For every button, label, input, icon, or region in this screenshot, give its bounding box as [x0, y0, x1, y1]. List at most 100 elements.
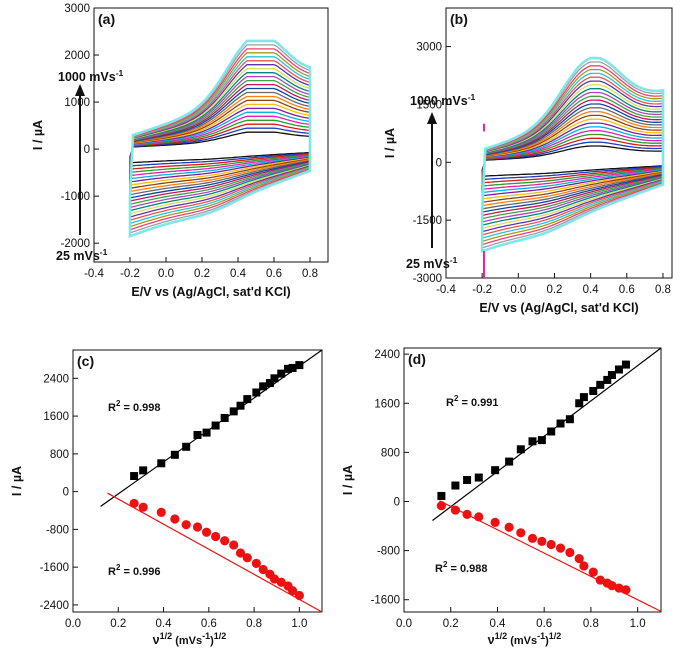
y-tick-label: 0 [84, 144, 90, 156]
anodic-point [528, 437, 537, 446]
y-tick-label: 800 [50, 449, 69, 461]
y-tick-label: 1600 [374, 398, 400, 410]
r2-value: = 0.998 [120, 402, 160, 414]
cathodic-point [504, 522, 514, 532]
x-label-sup: 1/2 [160, 631, 173, 641]
y-axis-label: I / µA [10, 466, 24, 496]
cathodic-point [527, 533, 538, 543]
cathodic-fit-line [439, 500, 662, 612]
cathodic-point [294, 590, 304, 601]
y-tick-label: -2000 [61, 238, 90, 250]
r2-sup: 2 [454, 394, 459, 403]
anodic-point [575, 399, 584, 408]
cathodic-point [211, 531, 221, 542]
cathodic-point [555, 543, 566, 553]
x-label-part: ) [210, 635, 214, 647]
y-tick-label: 3000 [416, 42, 442, 54]
x-label-part: ) [545, 635, 549, 647]
x-label-sup: -1 [537, 631, 545, 641]
anodic-r2-label: R2 = 0.991 [446, 394, 498, 409]
arrow-head [427, 112, 437, 124]
anodic-point [139, 466, 148, 475]
scan-rate-low-label: 25 mVs-1 [56, 247, 108, 263]
cathodic-point [614, 583, 624, 593]
cathodic-r2-label: R2 = 0.996 [108, 563, 160, 578]
x-tick-label: 0.2 [110, 618, 126, 630]
anodic-point [463, 476, 472, 484]
x-tick-label: 0.6 [266, 268, 282, 280]
x-label-part: (mVs [172, 635, 202, 647]
anodic-point [295, 361, 304, 370]
x-tick-label: 0.2 [443, 618, 459, 630]
anodic-point [211, 421, 220, 430]
anodic-fit-line [432, 347, 662, 521]
scan-rate-low-label: 25 mVs-1 [406, 255, 458, 271]
panel-label: (b) [450, 11, 468, 27]
x-tick-label: 0.8 [246, 618, 262, 630]
cv-panel-b: -0.4 -0.2 0.0 0.2 0.4 0.6 0.8 -3000 -1500 0 1500 30… [383, 7, 673, 315]
cathodic-point [269, 574, 280, 584]
cathodic-point [138, 502, 148, 512]
anodic-point [547, 427, 556, 436]
y-tick-label: 0 [394, 496, 400, 508]
y-tick-label: 1000 [64, 97, 90, 109]
anodic-point [537, 436, 546, 445]
anodic-point [579, 393, 588, 402]
x-label-sup: 1/2 [549, 631, 562, 641]
x-tick-label: 1.0 [291, 618, 307, 630]
anodic-point [277, 369, 286, 378]
anodic-point [437, 491, 446, 500]
anodic-point [451, 481, 460, 490]
cathodic-point [565, 547, 575, 558]
x-tick-label: -0.4 [436, 284, 456, 296]
anodic-point [607, 371, 616, 380]
cathodic-point [595, 575, 605, 585]
anodic-point [491, 466, 500, 475]
x-tick-label: 1.0 [630, 618, 646, 630]
x-axis-label: E/V vs (Ag/AgCl, sat'd KCl) [131, 285, 290, 299]
anodic-point [474, 473, 483, 482]
anodic-point [157, 459, 166, 468]
scatter-panel-c: 0.0 0.2 0.4 0.6 0.8 1.0 -2400 -1600 -800 0 800 1600… [10, 349, 323, 647]
cv-panel-a: -0.4 -0.2 0.0 0.2 0.4 0.6 0.8 -2000 -1000 0 1000 20… [31, 3, 329, 299]
x-tick-label: 0.8 [583, 618, 599, 630]
cathodic-point [129, 498, 139, 509]
y-tick-label: 2000 [64, 50, 90, 62]
x-label-sup: 1/2 [214, 631, 227, 641]
r2-value: = 0.996 [120, 566, 160, 578]
cathodic-point [156, 507, 166, 517]
x-tick-label: 0.4 [230, 268, 247, 280]
x-tick-label: 0.4 [489, 618, 506, 630]
anodic-point [220, 413, 229, 422]
r2-symbol: R [435, 563, 443, 575]
anodic-point [565, 415, 574, 424]
anodic-point [170, 450, 179, 459]
y-tick-label: -3000 [413, 273, 442, 285]
x-tick-label: 0.8 [302, 268, 318, 280]
scan-rate-high-label: 1000 mVs-1 [410, 92, 476, 108]
r2-sup: 2 [116, 399, 121, 408]
cathodic-point [170, 514, 180, 524]
x-tick-label: 0.0 [65, 618, 81, 630]
anodic-point [614, 365, 623, 374]
cathodic-point [546, 539, 556, 550]
y-tick-label: -800 [377, 546, 400, 558]
scan-rate-high-label: 1000 mVs-1 [58, 68, 124, 84]
x-tick-label: 0.0 [396, 618, 412, 630]
anodic-point [252, 388, 261, 397]
r2-sup: 2 [116, 563, 121, 572]
anodic-point [182, 442, 191, 451]
cathodic-point [287, 586, 298, 596]
cathodic-point [242, 553, 252, 563]
superscript: -1 [468, 92, 476, 102]
cathodic-point [474, 512, 484, 522]
cathodic-point [251, 558, 261, 568]
y-tick-label: 0 [63, 487, 69, 499]
anodic-point [229, 407, 238, 416]
x-axis-label: E/V vs (Ag/AgCl, sat'd KCl) [479, 301, 638, 315]
plot-frame [93, 7, 329, 263]
cathodic-point [621, 585, 631, 595]
cathodic-point [258, 564, 268, 575]
x-tick-label: 0.6 [619, 284, 635, 296]
r2-sup: 2 [443, 560, 448, 569]
